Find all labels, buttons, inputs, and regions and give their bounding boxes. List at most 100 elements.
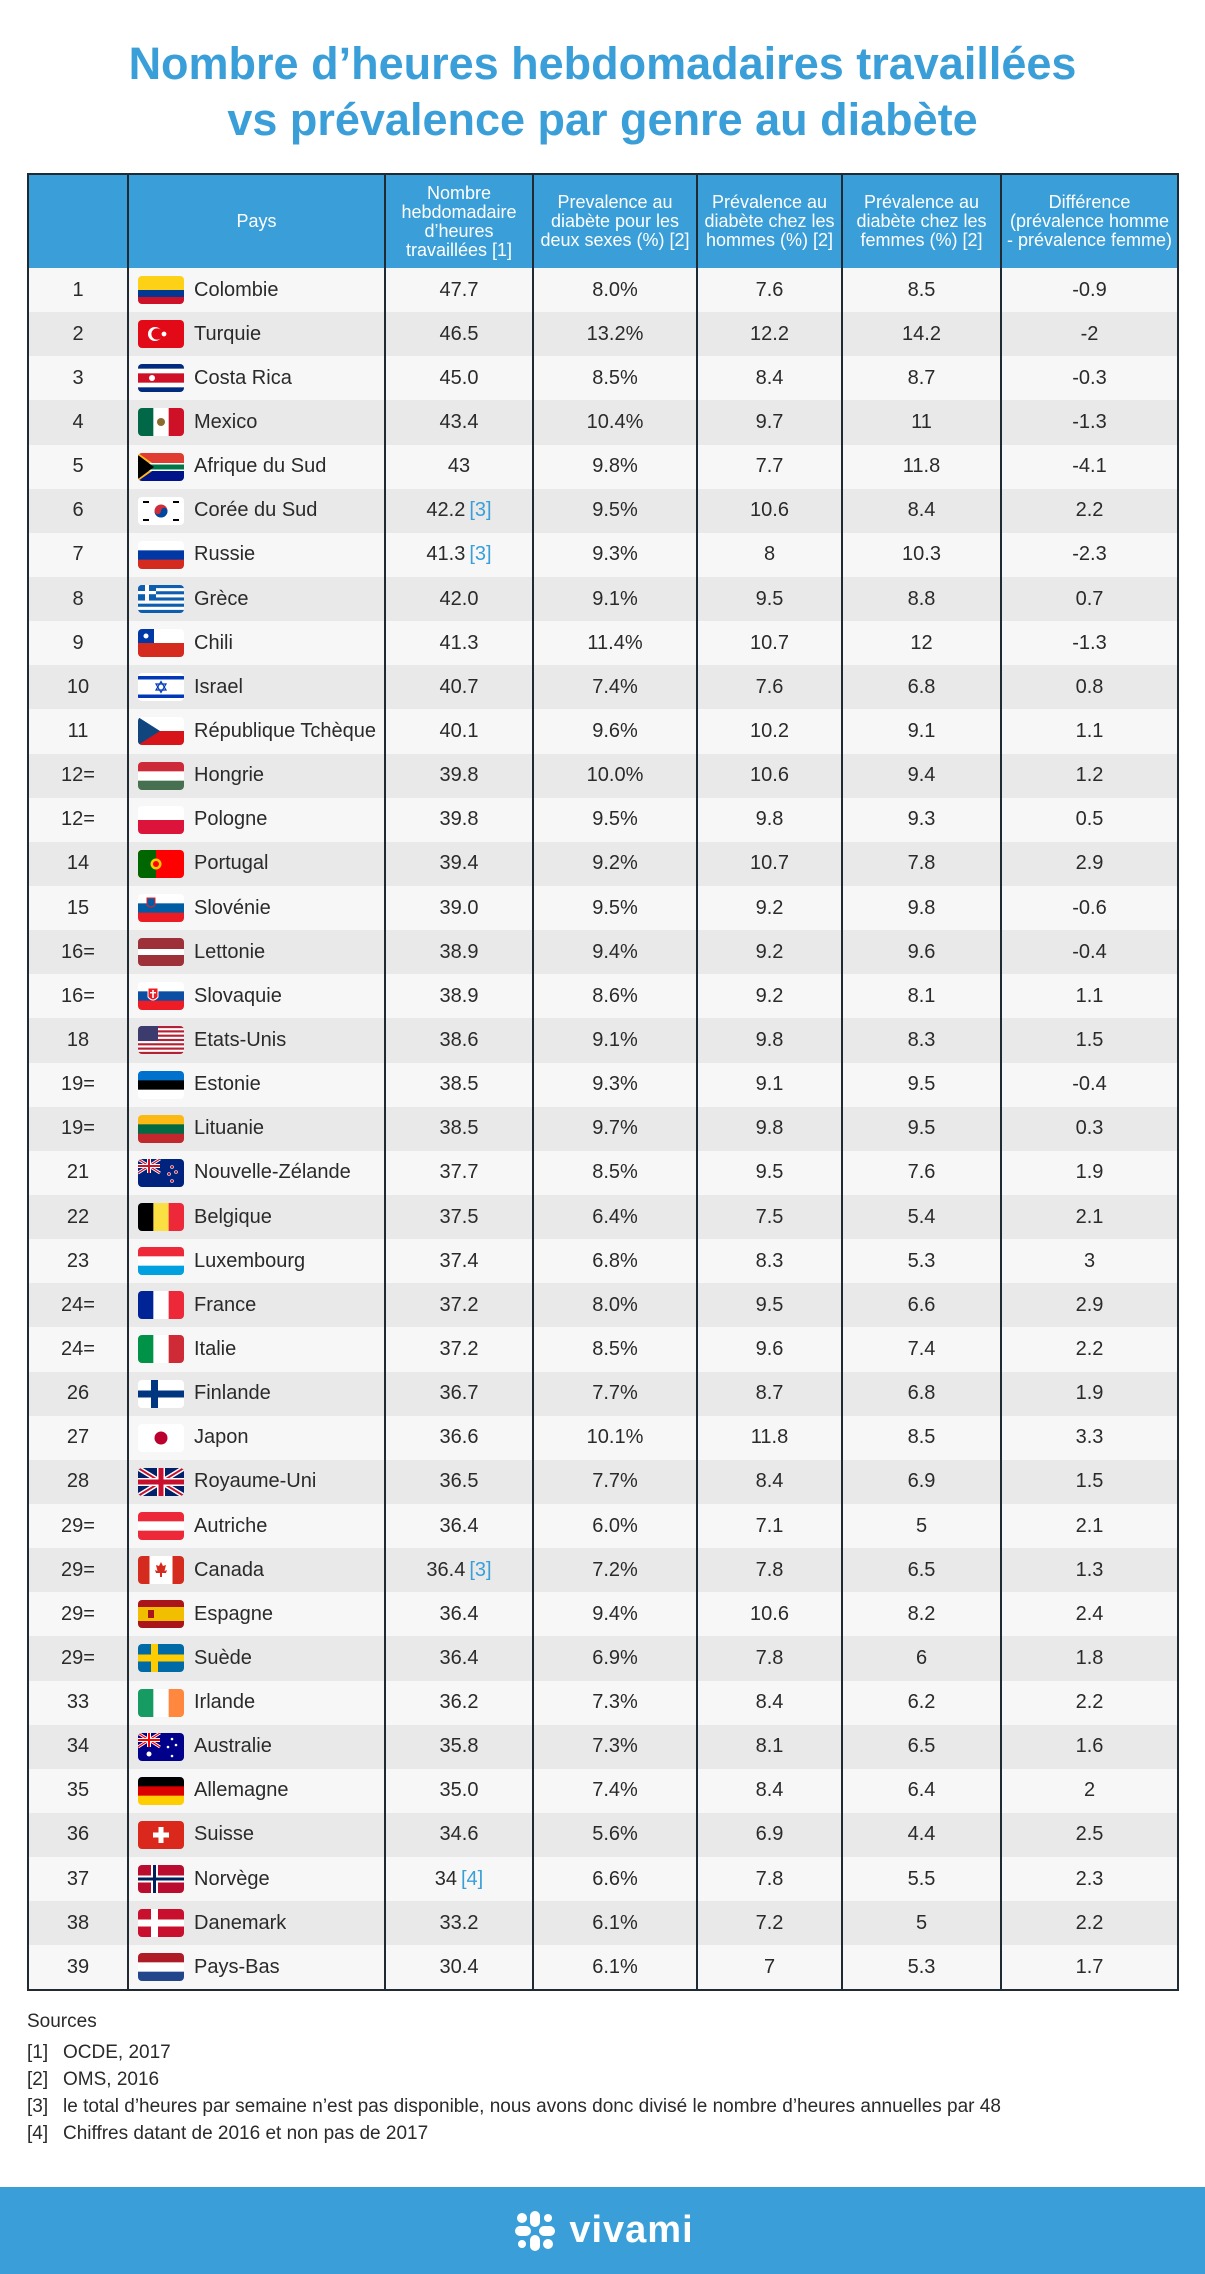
footer-bar: vivami [0, 2187, 1205, 2274]
rank-cell: 35 [27, 1768, 129, 1813]
hours-value: 38.6 [439, 1028, 479, 1051]
prevalence-women-cell: 8.7 [841, 356, 1002, 401]
hours-cell: 46.5 [384, 312, 534, 357]
rank-cell: 29= [27, 1636, 129, 1681]
hours-value: 36.4 [439, 1646, 479, 1669]
country-cell: Autriche [127, 1503, 386, 1549]
prevalence-men-cell: 9.8 [696, 1018, 843, 1063]
country-cell: Russie [127, 532, 386, 577]
prevalence-women-cell: 5.3 [841, 1239, 1002, 1284]
prevalence-both-cell: 9.3% [532, 1062, 698, 1107]
footnote-ref[interactable]: [3] [469, 1558, 492, 1581]
prevalence-both-cell: 8.5% [532, 356, 698, 401]
country-name: Pologne [194, 808, 268, 831]
country-cell: République Tchèque [127, 709, 386, 754]
country-cell: Suède [127, 1636, 386, 1681]
rank-cell: 38 [27, 1901, 129, 1946]
prevalence-men-cell: 9.5 [696, 576, 843, 622]
hours-cell: 37.7 [384, 1150, 534, 1195]
table-row: 6 Corée du Sud 42.2 [3] 9.5% 10.6 8.4 2.2 [27, 488, 1179, 533]
prevalence-both-cell: 6.1% [532, 1945, 698, 1992]
hours-cell: 38.5 [384, 1106, 534, 1151]
prevalence-women-cell: 6.9 [841, 1459, 1002, 1504]
rank-cell: 26 [27, 1371, 129, 1416]
japan-flag-icon [138, 1423, 184, 1452]
prevalence-men-cell: 10.2 [696, 709, 843, 754]
country-cell: Turquie [127, 312, 386, 357]
hours-value: 47.7 [439, 278, 479, 301]
prevalence-men-cell: 9.2 [696, 930, 843, 975]
ireland-flag-icon [138, 1688, 184, 1717]
prevalence-men-cell: 7.5 [696, 1194, 843, 1240]
hours-value: 39.8 [439, 808, 479, 831]
prevalence-women-cell: 5.5 [841, 1857, 1002, 1902]
hours-value: 38.5 [439, 1117, 479, 1140]
prevalence-women-cell: 6.5 [841, 1724, 1002, 1769]
rank-cell: 19= [27, 1106, 129, 1151]
country-name: Australie [194, 1735, 272, 1758]
prevalence-men-cell: 9.5 [696, 1150, 843, 1195]
brand-logo[interactable]: vivami [511, 2207, 693, 2255]
prevalence-both-cell: 9.6% [532, 709, 698, 754]
slovenia-flag-icon [138, 894, 184, 923]
prevalence-men-cell: 8.3 [696, 1239, 843, 1284]
table-row: 37 Norvège 34 [4] 6.6% 7.8 5.5 2.3 [27, 1857, 1179, 1902]
country-name: Mexico [194, 410, 258, 433]
rank-cell: 11 [27, 709, 129, 754]
rank-cell: 24= [27, 1327, 129, 1372]
country-name: Etats-Unis [194, 1028, 287, 1051]
table-row: 3 Costa Rica 45.0 8.5% 8.4 8.7 -0.3 [27, 356, 1179, 401]
rank-cell: 12= [27, 797, 129, 842]
hours-cell: 40.1 [384, 709, 534, 754]
prevalence-men-cell: 7.8 [696, 1636, 843, 1681]
difference-cell: 2.4 [1000, 1592, 1179, 1637]
prevalence-men-cell: 7.8 [696, 1548, 843, 1593]
hours-value: 36.4 [439, 1602, 479, 1625]
prevalence-both-cell: 7.3% [532, 1680, 698, 1725]
prevalence-men-cell: 7 [696, 1945, 843, 1992]
prevalence-both-cell: 8.0% [532, 268, 698, 313]
rank-cell: 14 [27, 841, 129, 886]
prevalence-both-cell: 9.5% [532, 488, 698, 533]
difference-cell: 1.3 [1000, 1548, 1179, 1593]
prevalence-women-cell: 8.5 [841, 1415, 1002, 1460]
table-row: 24= Italie 37.2 8.5% 9.6 7.4 2.2 [27, 1327, 1179, 1372]
prevalence-women-cell: 8.3 [841, 1018, 1002, 1063]
prevalence-both-cell: 6.1% [532, 1901, 698, 1946]
difference-cell: 1.1 [1000, 709, 1179, 754]
country-name: Lituanie [194, 1117, 265, 1140]
prevalence-men-cell: 8.4 [696, 356, 843, 401]
prevalence-men-cell: 7.1 [696, 1503, 843, 1549]
country-name: Belgique [194, 1205, 272, 1228]
difference-cell: 0.5 [1000, 797, 1179, 842]
table-row: 36 Suisse 34.6 5.6% 6.9 4.4 2.5 [27, 1812, 1179, 1858]
hours-cell: 42.0 [384, 576, 534, 622]
hours-cell: 34 [4] [384, 1857, 534, 1902]
footnote-ref[interactable]: [3] [469, 499, 492, 522]
country-cell: Etats-Unis [127, 1018, 386, 1063]
prevalence-men-cell: 9.2 [696, 885, 843, 931]
country-cell: Lituanie [127, 1106, 386, 1151]
hours-value: 36.7 [439, 1382, 479, 1405]
prevalence-both-cell: 7.4% [532, 665, 698, 710]
table-row: 11 République Tchèque 40.1 9.6% 10.2 9.1 1.1 [27, 709, 1179, 754]
header-hours: Nombre hebdomadaire d’heures travaillées… [384, 173, 534, 268]
country-name: Autriche [194, 1514, 268, 1537]
hours-value: 39.4 [439, 852, 479, 875]
prevalence-both-cell: 6.9% [532, 1636, 698, 1681]
prevalence-women-cell: 8.1 [841, 974, 1002, 1019]
prevalence-men-cell: 7.8 [696, 1857, 843, 1902]
footnote-ref[interactable]: [3] [469, 543, 492, 566]
difference-cell: 1.1 [1000, 974, 1179, 1019]
prevalence-men-cell: 9.1 [696, 1062, 843, 1107]
prevalence-women-cell: 8.8 [841, 576, 1002, 622]
footnote-ref[interactable]: [4] [461, 1867, 484, 1890]
table-row: 21 Nouvelle-Zélande 37.7 8.5% 9.5 7.6 1.9 [27, 1150, 1179, 1195]
prevalence-women-cell: 9.5 [841, 1106, 1002, 1151]
prevalence-both-cell: 8.0% [532, 1283, 698, 1328]
difference-cell: -1.3 [1000, 400, 1179, 445]
country-cell: Costa Rica [127, 356, 386, 401]
uk-flag-icon [138, 1467, 184, 1496]
country-name: Corée du Sud [194, 499, 318, 522]
poland-flag-icon [138, 805, 184, 834]
